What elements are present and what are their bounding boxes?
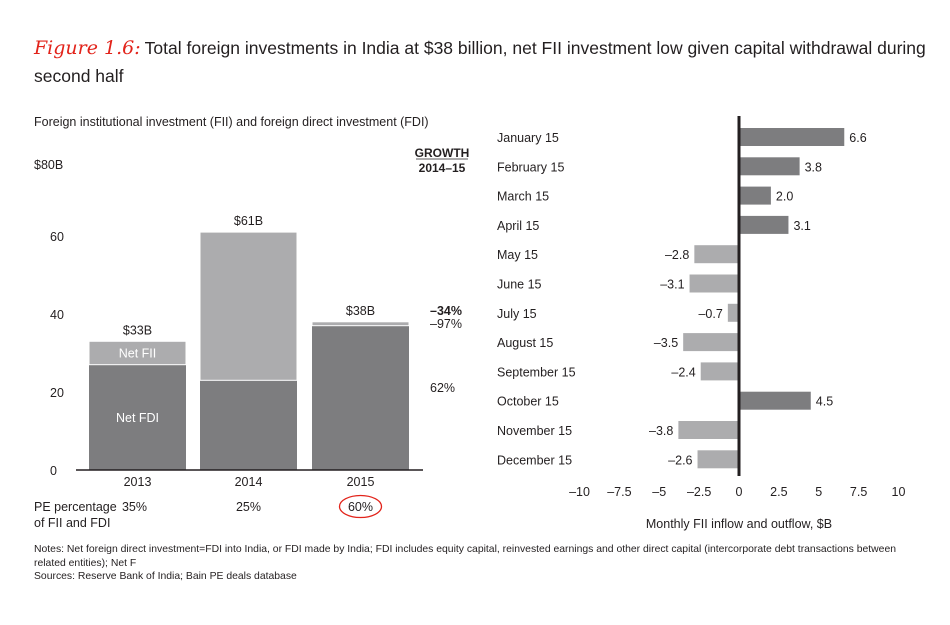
pe-label: PE percentage xyxy=(34,500,117,514)
month-value-label: –3.5 xyxy=(654,336,678,350)
x-category-label: 2014 xyxy=(235,475,263,489)
month-value-label: 3.8 xyxy=(805,160,822,174)
x-tick-label: 7.5 xyxy=(850,485,867,499)
month-bar xyxy=(739,157,800,176)
month-bar xyxy=(689,274,739,293)
x-tick-label: –2.5 xyxy=(687,485,711,499)
bar-segment-net-fdi xyxy=(200,380,297,470)
bar-segment-net-fdi xyxy=(312,325,409,470)
x-tick-label: –10 xyxy=(569,485,590,499)
month-label: October 15 xyxy=(497,395,559,409)
month-value-label: –3.1 xyxy=(660,278,684,292)
month-value-label: –2.6 xyxy=(668,453,692,467)
month-label: November 15 xyxy=(497,424,572,438)
segment-label-net-fdi: Net FDI xyxy=(116,411,159,425)
pe-value: 60% xyxy=(348,500,373,514)
notes-text: Notes: Net foreign direct investment=FDI… xyxy=(34,544,897,569)
figure-label: Figure 1.6: xyxy=(34,37,141,59)
month-value-label: 3.1 xyxy=(793,219,810,233)
x-tick-label: 5 xyxy=(815,485,822,499)
y-tick-label: 20 xyxy=(50,386,64,400)
y-tick-label: 60 xyxy=(50,230,64,244)
growth-header: GROWTH xyxy=(415,146,470,160)
y-axis-top-label: $80B xyxy=(34,158,63,172)
left-chart-title: Foreign institutional investment (FII) a… xyxy=(34,115,429,129)
y-tick-label: 0 xyxy=(50,464,57,478)
month-bar xyxy=(683,333,739,352)
pe-label-line2: of FII and FDI xyxy=(34,516,110,530)
month-bar xyxy=(739,215,789,234)
month-label: August 15 xyxy=(497,336,553,350)
month-bar xyxy=(727,303,739,322)
month-bar xyxy=(700,362,739,381)
growth-total: –34% xyxy=(430,304,462,318)
growth-fdi: 62% xyxy=(430,381,455,395)
month-label: February 15 xyxy=(497,160,564,174)
figure-title: Figure 1.6: Total foreign investments in … xyxy=(34,34,934,90)
month-bar xyxy=(739,128,845,146)
notes: Notes: Net foreign direct investment=FDI… xyxy=(34,543,914,584)
horizontal-bar-chart: January 15 6.6 February 15 3.8 March 15 2.0 Ap… xyxy=(497,116,905,531)
y-tick-label: 40 xyxy=(50,308,64,322)
month-label: September 15 xyxy=(497,365,576,379)
month-label: April 15 xyxy=(497,219,539,233)
x-category-label: 2013 xyxy=(124,475,152,489)
bar-total-label: $38B xyxy=(346,304,375,318)
month-label: January 15 xyxy=(497,131,559,145)
growth-period: 2014–15 xyxy=(419,161,466,175)
month-bar xyxy=(697,450,739,469)
bar-segment-net-fii xyxy=(311,321,410,327)
sources-text: Sources: Reserve Bank of India; Bain PE … xyxy=(34,571,297,582)
bar-segment-net-fii xyxy=(199,231,298,381)
month-value-label: –2.4 xyxy=(671,365,695,379)
x-axis-label: Monthly FII inflow and outflow, $B xyxy=(646,517,832,531)
month-value-label: –3.8 xyxy=(649,424,673,438)
pe-value: 35% xyxy=(122,500,147,514)
month-label: March 15 xyxy=(497,190,549,204)
pe-value: 25% xyxy=(236,500,261,514)
x-tick-label: 10 xyxy=(892,485,906,499)
stacked-bar-chart: 0 20 40 60 $80B Net FDI Net FII $33B 2013 $61B 201… xyxy=(34,146,469,530)
bar-total-label: $33B xyxy=(123,323,152,337)
month-value-label: 6.6 xyxy=(849,131,866,145)
pe-highlight-circle xyxy=(338,494,383,519)
segment-label-net-fii: Net FII xyxy=(119,347,157,361)
month-label: July 15 xyxy=(497,307,537,321)
figure-title-text: Total foreign investments in India at $3… xyxy=(34,38,926,86)
x-category-label: 2015 xyxy=(347,475,375,489)
month-bar xyxy=(739,391,811,410)
x-tick-label: 0 xyxy=(736,485,743,499)
x-tick-label: –7.5 xyxy=(607,485,631,499)
bar-segment-net-fdi xyxy=(89,364,186,470)
month-label: December 15 xyxy=(497,453,572,467)
month-label: May 15 xyxy=(497,248,538,262)
x-tick-label: –5 xyxy=(652,485,666,499)
month-label: June 15 xyxy=(497,278,542,292)
month-value-label: 2.0 xyxy=(776,190,793,204)
month-bar xyxy=(678,421,739,439)
bar-segment-net-fii xyxy=(88,340,187,366)
month-value-label: 4.5 xyxy=(816,395,833,409)
month-value-label: –0.7 xyxy=(698,307,722,321)
month-bar xyxy=(694,245,739,264)
x-tick-label: 2.5 xyxy=(770,485,787,499)
month-bar xyxy=(739,186,771,205)
growth-fii: –97% xyxy=(430,317,462,331)
bar-total-label: $61B xyxy=(234,214,263,228)
month-value-label: –2.8 xyxy=(665,248,689,262)
